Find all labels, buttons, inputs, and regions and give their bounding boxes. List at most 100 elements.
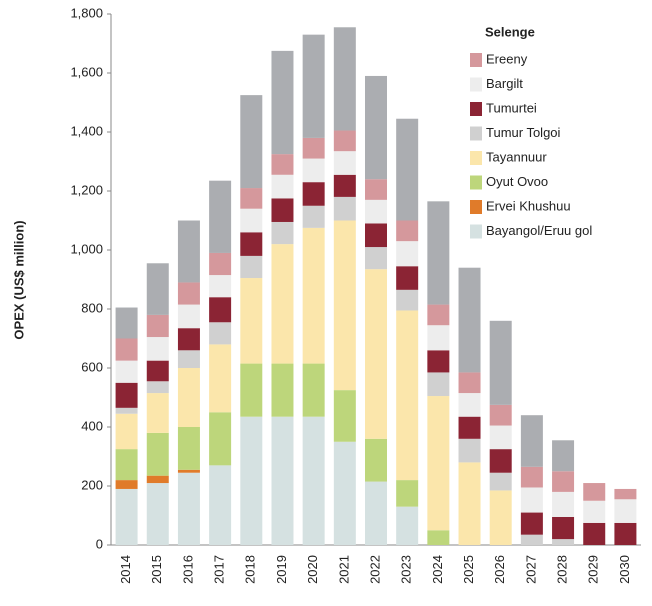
bar-segment: [427, 304, 450, 326]
bar-segment: [209, 322, 232, 345]
bar-segment: [177, 469, 200, 473]
bar-segment: [209, 412, 232, 466]
bar-segment: [240, 188, 263, 209]
bar-segment: [333, 27, 356, 131]
bar-segment: [427, 201, 450, 305]
y-tick-label: 1,800: [70, 5, 103, 20]
bar-segment: [302, 227, 325, 364]
bar-segment: [177, 328, 200, 351]
bar-segment: [520, 466, 543, 488]
bar-segment: [396, 220, 419, 242]
bar-segment: [302, 416, 325, 545]
bar-segment: [209, 275, 232, 298]
x-tick-label: 2024: [430, 555, 445, 584]
x-tick-label: 2016: [180, 555, 195, 584]
bar-segment: [271, 154, 294, 175]
bar-segment: [365, 269, 387, 439]
bar-segment: [271, 174, 294, 199]
bar-segment: [115, 382, 138, 408]
bar-segment: [115, 407, 138, 414]
bar-segment: [302, 158, 325, 183]
bar-segment: [177, 304, 200, 329]
bar-segment: [614, 522, 637, 545]
bar-segment: [146, 381, 169, 394]
legend-swatch: [470, 53, 482, 67]
legend-title: Selenge: [485, 24, 535, 39]
bar-segment: [271, 416, 294, 545]
bar-segment: [427, 530, 450, 545]
bar-segment: [115, 307, 138, 339]
x-tick-label: 2030: [617, 555, 632, 584]
bar-segment: [333, 130, 356, 152]
legend-swatch: [470, 175, 482, 190]
bar-segment: [177, 220, 200, 283]
x-tick-label: 2017: [212, 555, 227, 584]
bar-segment: [333, 151, 356, 175]
bar-segment: [146, 483, 169, 545]
legend-label: Ereeny: [486, 51, 528, 66]
bar-segment: [552, 440, 575, 472]
bar-segment: [302, 205, 325, 228]
bar-segment: [240, 278, 263, 364]
bar-segment: [177, 350, 200, 368]
legend-swatch: [470, 77, 482, 92]
bar-segment: [489, 490, 512, 545]
bar-segment: [427, 350, 450, 373]
bar-segment: [177, 368, 200, 427]
bar-segment: [365, 199, 387, 224]
x-tick-label: 2027: [523, 555, 538, 584]
bar-segment: [333, 220, 356, 391]
bar-segment: [614, 499, 637, 523]
bar-segment: [458, 393, 481, 417]
bar-segment: [333, 174, 356, 197]
bar-segment: [583, 522, 606, 545]
bar-segment: [520, 512, 543, 535]
bar-segment: [396, 241, 419, 267]
legend-label: Tumurtei: [486, 100, 537, 115]
bar-segment: [365, 481, 387, 545]
bar-segment: [614, 488, 637, 500]
bar-segment: [146, 337, 169, 361]
bar-segment: [146, 263, 169, 315]
bar-segment: [520, 487, 543, 513]
y-tick-label: 200: [81, 477, 103, 492]
bar-segment: [115, 480, 138, 489]
bar-segment: [552, 471, 575, 492]
bar-segment: [365, 179, 387, 200]
bar-segment: [458, 462, 481, 545]
bar-segment: [396, 310, 419, 481]
bar-segment: [271, 221, 294, 245]
legend-label: Bargilt: [486, 76, 523, 91]
legend-label: Tumur Tolgoi: [486, 125, 561, 140]
bar-segment: [146, 432, 169, 476]
bar-segment: [240, 255, 263, 279]
bar-segment: [520, 534, 543, 545]
x-tick-label: 2028: [554, 555, 569, 584]
legend-label: Oyut Ovoo: [486, 174, 548, 189]
bar-segment: [240, 208, 263, 233]
bar-segment: [365, 438, 387, 482]
bar-segment: [209, 297, 232, 323]
bar-segment: [302, 363, 325, 417]
bar-segment: [458, 372, 481, 394]
bar-segment: [396, 289, 419, 311]
bar-segment: [146, 360, 169, 382]
x-tick-label: 2018: [243, 555, 258, 584]
bar-segment: [240, 363, 263, 417]
y-axis-label: OPEX (US$ million): [11, 220, 26, 339]
bar-segment: [333, 441, 356, 545]
bar-segment: [146, 475, 169, 484]
x-tick-label: 2022: [367, 555, 382, 584]
bar-segment: [177, 427, 200, 470]
bar-segment: [333, 196, 356, 221]
bar-segment: [302, 137, 325, 159]
y-tick-label: 1,600: [70, 64, 103, 79]
legend-swatch: [470, 126, 482, 141]
bar-segment: [489, 449, 512, 473]
bar-segment: [177, 472, 200, 545]
bar-segment: [209, 252, 232, 276]
bar-segment: [396, 266, 419, 290]
bar-segment: [365, 247, 387, 270]
bar-segment: [115, 338, 138, 361]
bar-segment: [209, 465, 232, 545]
